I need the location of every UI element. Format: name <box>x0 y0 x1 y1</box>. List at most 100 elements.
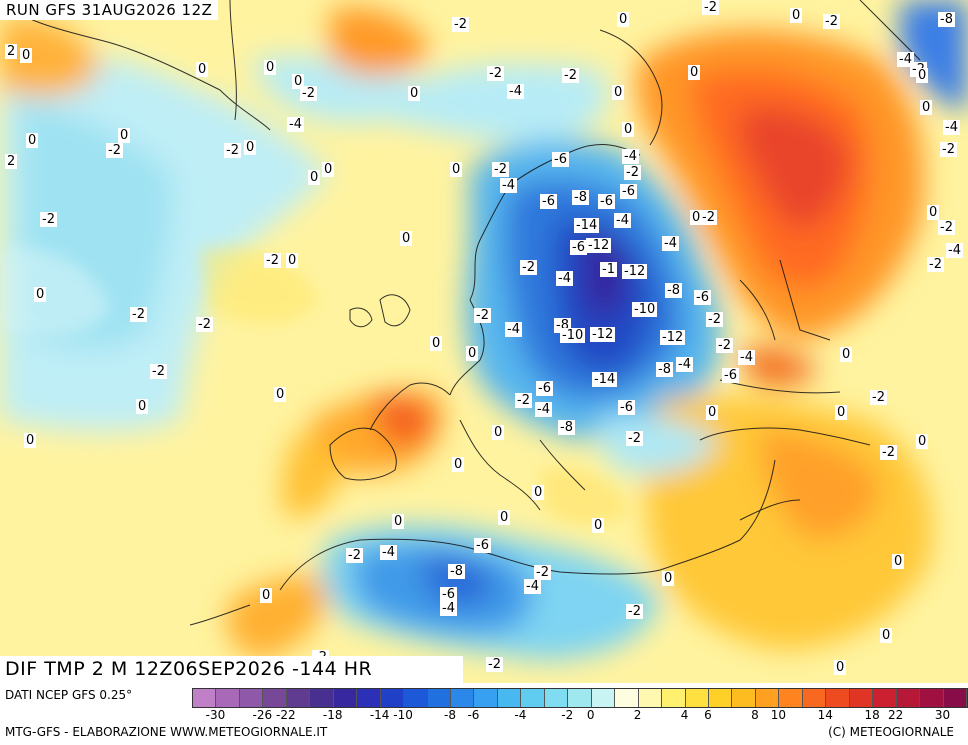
value-label: 0 <box>452 457 465 472</box>
value-label: 0 <box>408 86 421 101</box>
value-label: -2 <box>520 260 537 275</box>
value-label: 0 <box>622 122 635 137</box>
value-label: 0 <box>532 485 545 500</box>
value-label: -6 <box>536 381 553 396</box>
value-label: 0 <box>244 140 257 155</box>
value-label: -6 <box>722 368 739 383</box>
color-swatch <box>193 689 217 707</box>
value-label: -4 <box>556 271 573 286</box>
value-label: -2 <box>626 604 643 619</box>
value-label: -4 <box>897 52 914 67</box>
value-label: 0 <box>260 588 273 603</box>
value-label: -2 <box>702 0 719 15</box>
value-label: -6 <box>570 240 587 255</box>
color-swatch <box>826 689 850 707</box>
value-label: -2 <box>474 308 491 323</box>
value-label: -2 <box>224 143 241 158</box>
color-swatch <box>450 689 475 707</box>
value-label: -2 <box>700 210 717 225</box>
value-label: -2 <box>40 212 57 227</box>
color-swatch <box>638 689 663 707</box>
value-label: 0 <box>430 336 443 351</box>
value-label: 0 <box>34 287 47 302</box>
color-scale-tick: -2 <box>561 708 574 722</box>
color-swatch <box>873 689 897 707</box>
color-swatch <box>849 689 874 707</box>
color-scale-tick: -8 <box>444 708 456 722</box>
value-label: -4 <box>738 350 755 365</box>
value-label: -8 <box>656 362 673 377</box>
value-label: -4 <box>380 545 397 560</box>
color-scale-tick: -10 <box>393 708 413 722</box>
value-label: 0 <box>274 387 287 402</box>
value-label: -2 <box>487 66 504 81</box>
value-label: 0 <box>292 74 305 89</box>
color-swatch <box>568 689 592 707</box>
value-label: 2 <box>5 44 18 59</box>
run-info-header: RUN GFS 31AUG2026 12Z <box>0 0 219 20</box>
value-label: 0 <box>790 8 803 23</box>
color-scale-tick: -22 <box>276 708 296 722</box>
value-label: 0 <box>688 65 701 80</box>
value-label: 0 <box>592 518 605 533</box>
value-label: -6 <box>618 400 635 415</box>
color-swatch <box>380 689 405 707</box>
value-label: -4 <box>524 579 541 594</box>
value-label: -2 <box>938 220 955 235</box>
color-swatch <box>521 689 545 707</box>
value-label: -4 <box>676 357 693 372</box>
value-label: 0 <box>136 399 149 414</box>
color-scale-tick: 6 <box>704 708 712 722</box>
color-scale-tick: -26 <box>252 708 273 722</box>
value-label: -12 <box>660 330 686 345</box>
color-scale-tick: 2 <box>633 708 642 722</box>
color-swatch <box>732 689 756 707</box>
temperature-anomaly-map <box>0 0 968 660</box>
color-scale-tick: -30 <box>205 708 226 722</box>
value-label: -4 <box>507 84 524 99</box>
color-swatch <box>333 689 358 707</box>
value-label: -2 <box>880 445 897 460</box>
value-label: 0 <box>308 170 321 185</box>
value-label: 0 <box>24 433 37 448</box>
value-label: -10 <box>632 302 658 317</box>
value-label: 0 <box>927 205 940 220</box>
value-label: 0 <box>118 128 131 143</box>
value-label: -4 <box>505 322 522 337</box>
value-label: 0 <box>835 405 848 420</box>
value-label: 0 <box>617 12 630 27</box>
value-label: 0 <box>892 554 905 569</box>
value-label: -12 <box>590 327 616 342</box>
value-label: -6 <box>598 194 615 209</box>
value-label: -4 <box>440 601 457 616</box>
value-label: -2 <box>196 317 213 332</box>
value-label: -14 <box>574 218 600 233</box>
value-label: -12 <box>586 238 612 253</box>
value-label: -10 <box>560 328 586 343</box>
value-label: 0 <box>916 68 929 83</box>
value-label: -6 <box>440 587 457 602</box>
value-label: 0 <box>196 62 209 77</box>
value-label: 0 <box>690 210 703 225</box>
data-source-label: DATI NCEP GFS 0.25° <box>5 688 133 702</box>
value-label: -2 <box>706 312 723 327</box>
value-label: -4 <box>500 178 517 193</box>
value-label: -4 <box>943 120 960 135</box>
value-label: -2 <box>150 364 167 379</box>
value-label: -4 <box>946 243 963 258</box>
color-swatch <box>497 689 522 707</box>
value-label: 0 <box>26 133 39 148</box>
color-swatch <box>427 689 451 707</box>
color-swatch <box>474 689 498 707</box>
value-label: -2 <box>927 257 944 272</box>
value-label: -2 <box>300 86 317 101</box>
credit-right: (C) METEOGIORNALE <box>828 725 954 739</box>
color-scale-tick: 0 <box>586 708 595 722</box>
value-label: 0 <box>20 48 33 63</box>
value-label: -6 <box>552 152 569 167</box>
value-label: 0 <box>264 60 277 75</box>
color-swatch <box>357 689 381 707</box>
color-swatch <box>708 689 733 707</box>
color-scale-tick: -4 <box>514 708 527 722</box>
value-label: -6 <box>694 290 711 305</box>
